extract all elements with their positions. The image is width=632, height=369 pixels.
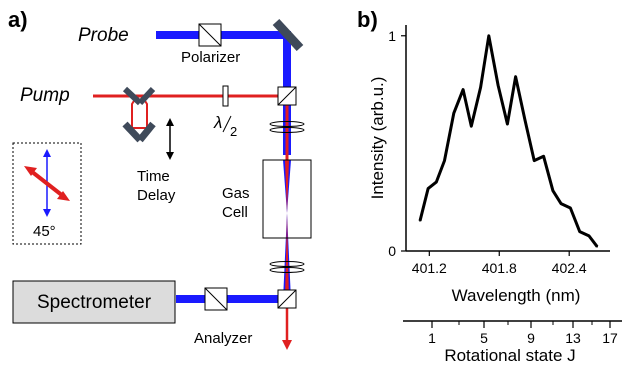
series-layer [418, 34, 599, 248]
half-wave-denominator: 2 [230, 124, 237, 139]
spectrum-point [560, 202, 562, 205]
rotational-tick-label: 5 [480, 330, 488, 346]
spectrum-point [470, 125, 473, 127]
spectrum-point [569, 207, 572, 209]
spectrum-point [578, 230, 581, 233]
spectrum-point [419, 220, 421, 222]
spectrum-point [514, 75, 517, 78]
spectrum-point [497, 84, 499, 87]
spectrum-point [452, 112, 455, 115]
spectrum-chart: 401.2 401.8 402.4 01 Wavelength (nm) Inten… [368, 25, 622, 365]
gas-cell-label-line2: Cell [222, 204, 248, 221]
spectrum-point [596, 245, 598, 248]
rotational-tick-label: 1 [428, 330, 436, 346]
spectrum-point [479, 86, 482, 89]
polarizer [198, 23, 222, 47]
probe-beam [156, 31, 291, 303]
analyzer [204, 287, 228, 311]
top-right-mirror [272, 18, 304, 52]
analyzer-label: Analyzer [194, 330, 252, 347]
delay-double-arrow [166, 118, 174, 160]
combining-beamsplitter [277, 86, 297, 106]
spectrum-point [487, 34, 490, 37]
inset-angle-label: 45° [33, 223, 56, 240]
spectrometer-label: Spectrometer [37, 292, 152, 313]
spectrum-point [435, 181, 438, 183]
spectrum-point [533, 159, 536, 162]
spectrum-point [427, 187, 429, 190]
polarization-inset [12, 142, 82, 245]
spectrum-point [542, 155, 545, 158]
spectrum-point [462, 88, 464, 91]
lens-lower [269, 261, 305, 273]
spectrometer-box [12, 280, 176, 324]
half-wave-lambda: λ [213, 113, 222, 132]
panel-b-label: b) [357, 7, 378, 32]
y-tick-label: 1 [388, 28, 396, 44]
spectrum-point [506, 123, 509, 125]
lens-upper [269, 121, 305, 133]
spectrum-point [524, 118, 526, 121]
x-tick-label: 401.8 [482, 260, 517, 276]
polarizer-label: Polarizer [181, 49, 240, 66]
rotational-ticks: 1 5 9 13 17 [428, 321, 618, 346]
x-ticks: 401.2 401.8 402.4 [412, 251, 587, 276]
y-ticks: 01 [388, 28, 406, 259]
spectrum-point [443, 159, 446, 162]
rotational-axis-title: Rotational state J [444, 346, 575, 365]
spectrum-line [418, 34, 599, 248]
half-wave-label: λ 2 [213, 113, 237, 139]
output-beamsplitter [277, 289, 297, 309]
pump-output-arrowhead [282, 340, 292, 350]
gas-cell-label-line1: Gas [222, 185, 250, 202]
rotational-tick-label: 9 [527, 330, 535, 346]
x-axis-title: Wavelength (nm) [452, 286, 581, 305]
panel-a-label: a) [8, 7, 28, 32]
spectrum-point [588, 235, 590, 237]
delay-stage-mirrors [122, 86, 156, 143]
time-delay-label-line1: Time [137, 168, 170, 185]
time-delay-label-line2: Delay [137, 187, 176, 204]
rotational-tick-label: 17 [602, 330, 618, 346]
gas-cell [262, 159, 312, 239]
x-tick-label: 401.2 [412, 260, 447, 276]
probe-label: Probe [78, 25, 129, 46]
spectrum-point [552, 189, 554, 192]
y-axis-title: Intensity (arb.u.) [368, 77, 387, 200]
x-tick-label: 402.4 [552, 260, 587, 276]
rotational-tick-label: 13 [565, 330, 581, 346]
half-wave-plate [222, 85, 229, 107]
y-tick-label: 0 [388, 243, 396, 259]
pump-label: Pump [20, 85, 70, 106]
